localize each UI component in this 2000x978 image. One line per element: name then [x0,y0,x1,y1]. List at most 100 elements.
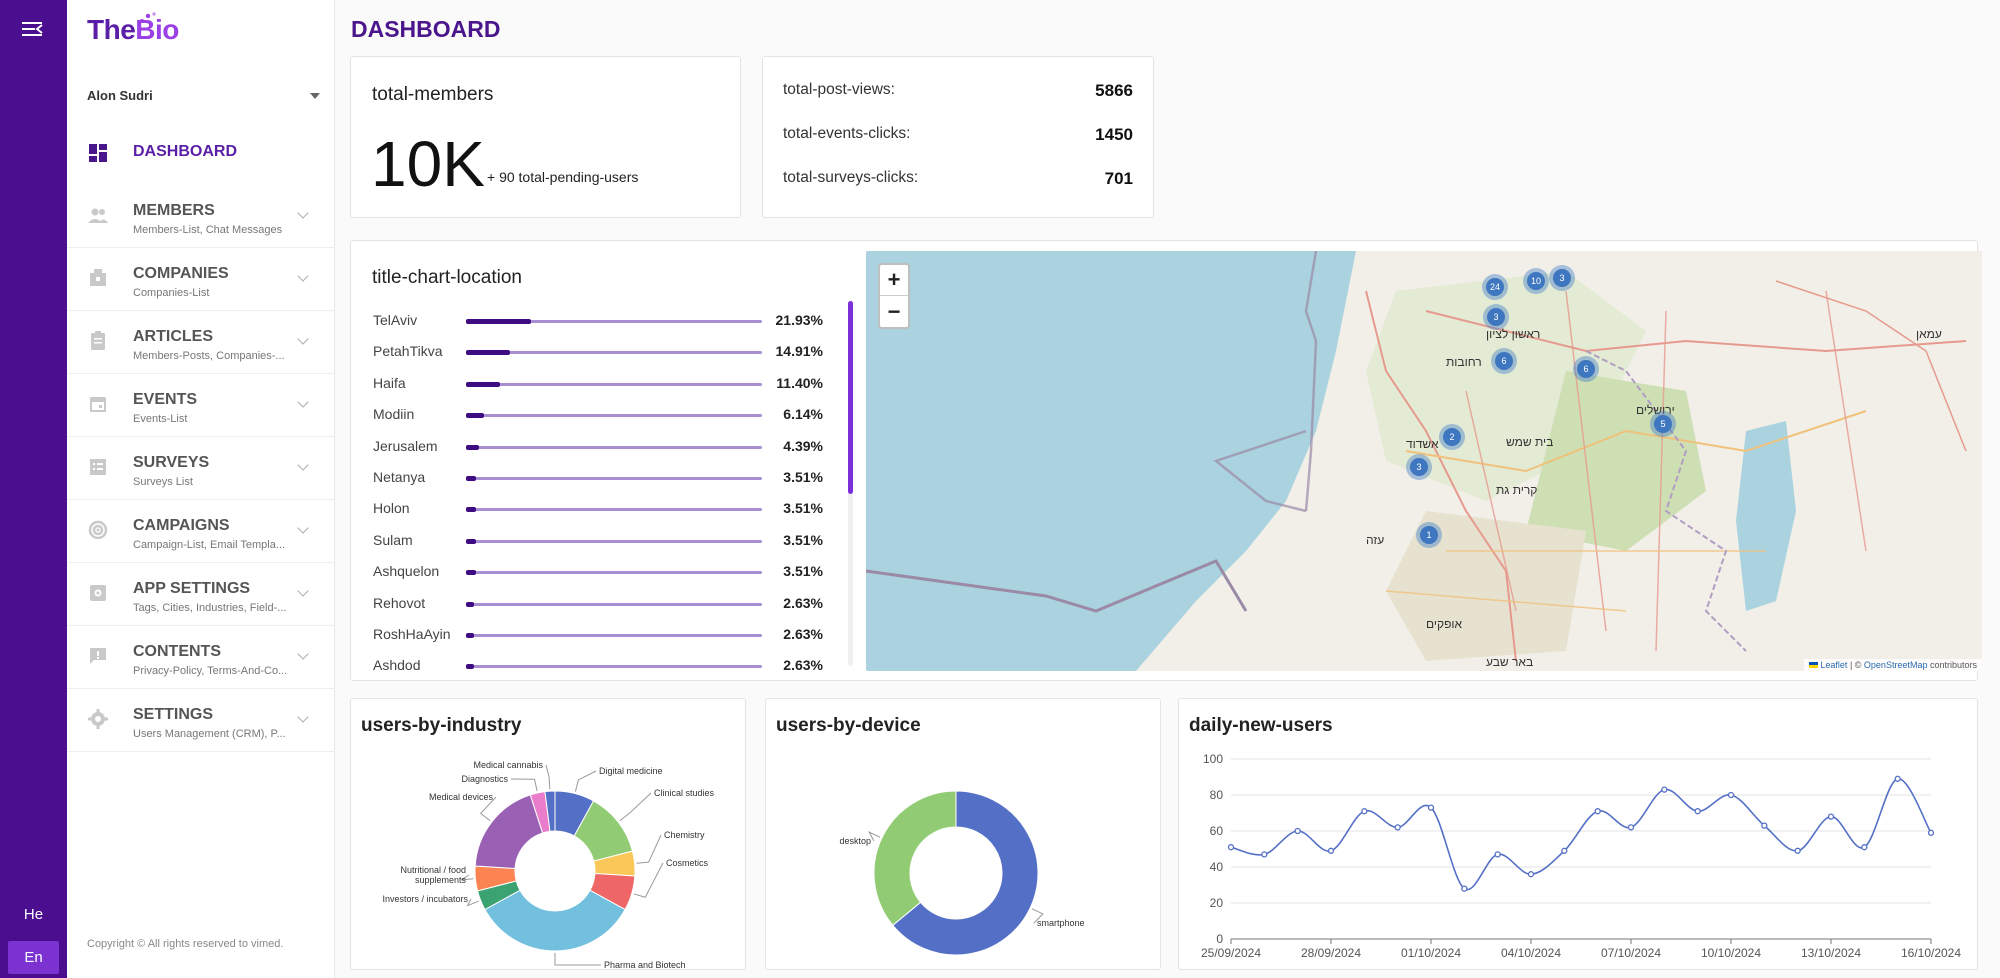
data-point[interactable] [1327,847,1335,854]
sidebar-item-app-settings[interactable]: APP SETTINGS Tags, Cities, Industries, Fi… [67,564,335,626]
sidebar-item-label: APP SETTINGS [133,580,251,597]
chevron-down-icon[interactable] [297,585,309,597]
data-point[interactable] [1494,851,1501,858]
daily-new-users-chart[interactable]: 0 20 40 60 80 100 25/09/2024 28/09/2024 01/10/20… [1179,737,1977,969]
data-point[interactable] [1227,844,1235,851]
slice-label-line [479,796,497,822]
chevron-down-icon[interactable] [297,333,309,345]
data-point[interactable] [1527,871,1535,878]
location-name: Rehovot [373,594,426,611]
location-percent: 3.51% [783,531,823,548]
slice-label-line [545,764,551,790]
sidebar-item-campaigns[interactable]: CAMPAIGNS Campaign-List, Email Templa... [67,501,335,563]
data-point[interactable] [1727,791,1735,799]
map-cluster-marker[interactable]: 2 [1439,424,1465,450]
data-point[interactable] [1294,827,1301,835]
data-point[interactable] [1827,813,1835,820]
chevron-down-icon[interactable] [297,207,309,219]
stat-value: 701 [1104,169,1133,188]
chevron-down-icon[interactable] [297,270,309,282]
data-point[interactable] [1561,847,1568,854]
map-cluster-marker[interactable]: 3 [1549,265,1575,291]
data-point[interactable] [1394,824,1401,831]
data-point[interactable] [1427,804,1435,811]
sidebar-item-label: COMPANIES [133,265,229,282]
data-point[interactable] [1894,775,1901,782]
data-point[interactable] [1261,851,1268,858]
leaflet-link[interactable]: Leaflet [1820,660,1848,670]
pie-slice[interactable] [873,790,957,926]
map-place-label: קרית גת [1496,483,1538,497]
data-point[interactable] [1661,786,1668,793]
chevron-down-icon[interactable] [297,459,309,471]
location-bar [466,538,762,544]
sidebar-item-surveys[interactable]: SURVEYS Surveys List [67,438,335,500]
map-cluster-marker[interactable]: 6 [1491,348,1517,374]
sidebar-item-contents[interactable]: CONTENTS Privacy-Policy, Terms-And-Co... [67,627,335,689]
pie-slice[interactable] [892,790,1039,956]
map-cluster-marker[interactable]: 5 [1650,411,1676,437]
location-name: Haifa [373,374,406,391]
location-name: Ashquelon [373,563,440,580]
sidebar-item-dashboard[interactable]: DASHBOARD [67,122,335,184]
caret-down-icon[interactable] [310,93,320,99]
y-tick-label: 0 [1216,932,1223,946]
map-cluster-marker[interactable]: 1 [1416,522,1442,548]
sidebar-item-articles[interactable]: ARTICLES Members-Posts, Companies-... [67,312,335,374]
zoom-in-button[interactable]: + [880,265,908,296]
pie-slice[interactable] [484,889,626,952]
data-point[interactable] [1761,822,1768,829]
y-tick-label: 100 [1203,752,1223,766]
scrollbar-thumb[interactable] [848,301,853,494]
data-point[interactable] [1794,847,1801,854]
sidebar-item-label: SURVEYS [133,454,210,471]
pie-slice[interactable] [474,794,544,870]
location-map[interactable]: ירושלים אשדוד בית שמש קרית גת רחובות ראשון לצ… [866,251,1982,671]
stat-row: total-surveys-clicks: 701 [783,169,1133,193]
map-cluster-marker[interactable]: 24 [1482,274,1508,300]
map-cluster-marker[interactable]: 3 [1483,304,1509,330]
slice-label: Nutritional / food [400,865,466,875]
x-tick-label: 13/10/2024 [1801,946,1861,960]
chevron-down-icon[interactable] [297,648,309,660]
map-place-label: אופקים [1426,617,1463,631]
sidebar-item-label: ARTICLES [133,328,213,345]
x-tick-label: 04/10/2024 [1501,946,1561,960]
sidebar-item-settings[interactable]: SETTINGS Users Management (CRM), P... [67,690,335,752]
stat-row: total-events-clicks: 1450 [783,125,1133,149]
x-tick-label: 07/10/2024 [1601,946,1661,960]
data-point[interactable] [1927,829,1935,836]
menu-collapse-icon[interactable] [22,22,44,40]
map-cluster-marker[interactable]: 10 [1523,268,1549,294]
data-point[interactable] [1694,808,1701,815]
data-point[interactable] [1627,824,1635,831]
map-cluster-marker[interactable]: 6 [1573,356,1599,382]
user-name[interactable]: Alon Sudri [87,88,153,103]
sidebar-item-events[interactable]: EVENTS Events-List [67,375,335,437]
zoom-out-button[interactable]: − [887,299,901,324]
chevron-down-icon[interactable] [297,522,309,534]
language-en-button[interactable]: En [8,941,59,974]
location-bar-fill [466,538,477,544]
sidebar-item-companies[interactable]: COMPANIES Companies-List [67,249,335,311]
pie-slice[interactable] [544,790,556,832]
location-name: TelAviv [373,312,418,328]
location-name: Modiin [373,406,415,423]
sidebar-item-members[interactable]: MEMBERS Members-List, Chat Messages [67,186,335,248]
chevron-down-icon[interactable] [297,711,309,723]
map-cluster-marker[interactable]: 3 [1406,454,1432,480]
location-scrollbar[interactable] [848,301,853,666]
data-point[interactable] [1461,885,1468,892]
users-by-industry-chart[interactable]: Digital medicine Clinical studies Chemistr… [351,737,745,969]
location-percent: 2.63% [783,626,823,642]
chevron-down-icon[interactable] [297,396,309,408]
language-he-button[interactable]: He [23,906,44,923]
data-point[interactable] [1361,808,1368,815]
users-by-device-chart[interactable]: smartphone desktop [766,737,1160,969]
cluster-count: 3 [1487,308,1505,326]
data-point[interactable] [1594,808,1601,815]
location-row: Netanya 3.51% [373,469,823,489]
stat-value: 5866 [1095,81,1133,100]
osm-link[interactable]: OpenStreetMap [1863,660,1928,670]
data-point[interactable] [1861,844,1868,851]
